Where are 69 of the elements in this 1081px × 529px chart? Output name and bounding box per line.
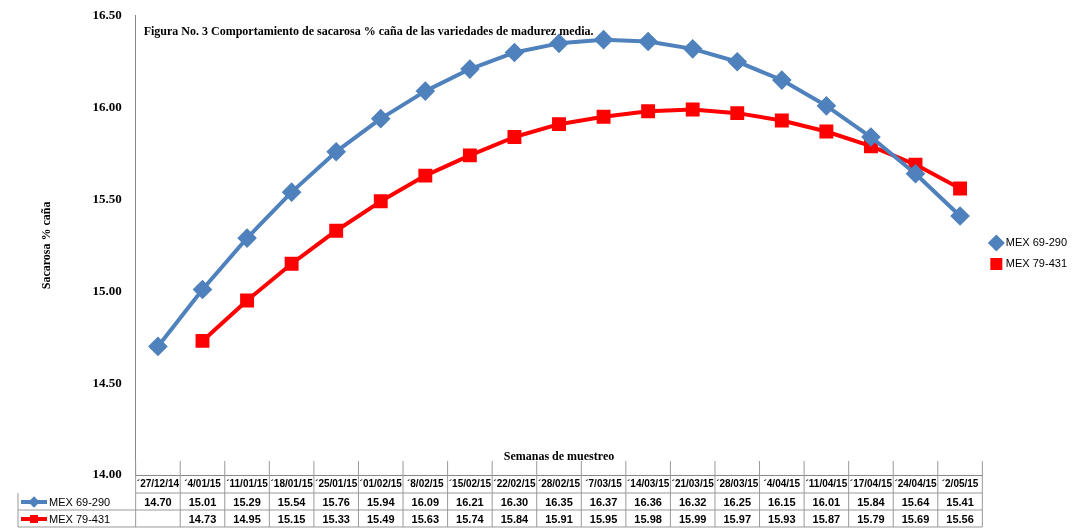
data-label: 15.33 <box>321 511 351 526</box>
x-tick-label: ´11/01/15 <box>226 477 269 489</box>
data-label: 15.54 <box>276 494 307 509</box>
data-label: 15.99 <box>677 511 708 526</box>
legend-label: MEX 69-290 <box>1005 236 1068 249</box>
text: MEX 69-290 <box>49 495 111 508</box>
data-label: 15.93 <box>767 511 797 526</box>
data-label: 16.37 <box>588 494 619 509</box>
data-label: 15.64 <box>900 494 931 509</box>
x-tick-label: ´28/02/15 <box>537 477 581 489</box>
data-label: 15.49 <box>365 511 396 526</box>
x-tick-label: ´18/01/15 <box>270 477 314 489</box>
y-tick-label: 15.00 <box>92 282 122 298</box>
y-tick-label: 14.50 <box>92 374 122 390</box>
data-label: 15.74 <box>455 511 485 526</box>
x-tick-label: ´4/04/15 <box>763 477 801 489</box>
data-label: 15.01 <box>187 494 218 509</box>
data-label: 16.36 <box>633 494 663 509</box>
x-tick-label: ´28/03/15 <box>716 477 759 489</box>
data-label: 15.15 <box>276 511 307 526</box>
x-tick-label: ´17/04/15 <box>849 477 893 489</box>
data-label: 15.97 <box>722 511 752 526</box>
data-label: 15.98 <box>633 511 663 526</box>
x-tick-label: ´21/03/15 <box>671 477 715 489</box>
legend-label: MEX 79-431 <box>1005 257 1068 270</box>
data-label: 14.95 <box>232 511 262 526</box>
data-label: 15.95 <box>588 511 619 526</box>
y-tick-label: 16.50 <box>92 7 122 23</box>
data-label: 15.84 <box>499 511 530 526</box>
data-label: 16.09 <box>410 494 441 509</box>
x-tick-label: ´01/02/15 <box>359 477 403 489</box>
x-tick-label: ´25/01/15 <box>315 477 358 489</box>
x-tick-label: ´8/02/15 <box>406 477 445 489</box>
text: Figura No. 3 Comportamiento de sacarosa % caña de las variedades de madurez media. <box>143 23 594 38</box>
x-tick-label: ´27/12/14 <box>136 477 180 489</box>
y-tick-label: 15.50 <box>92 190 122 206</box>
x-tick-label: ´22/02/15 <box>493 477 536 489</box>
x-tick-label: ´24/04/15 <box>894 477 938 489</box>
data-label: 14.73 <box>187 511 218 526</box>
data-label: 16.32 <box>677 494 708 509</box>
data-label: 15.91 <box>544 511 574 526</box>
data-label: 15.94 <box>365 494 396 509</box>
data-label: 15.87 <box>811 511 842 526</box>
data-label: 15.41 <box>945 494 975 509</box>
data-label: 15.76 <box>321 494 351 509</box>
text: MEX 79-431 <box>49 512 111 525</box>
data-label: 16.01 <box>811 494 842 509</box>
x-tick-label: ´2/05/15 <box>941 477 979 489</box>
data-label: 16.35 <box>544 494 574 509</box>
x-tick-label: ´7/03/15 <box>585 477 623 489</box>
x-tick-label: ´11/04/15 <box>805 477 848 489</box>
y-tick-label: 16.00 <box>92 99 122 114</box>
data-label: 15.56 <box>945 511 975 526</box>
y-axis-title: Sacarosa % caña <box>39 201 54 290</box>
data-label: 14.70 <box>143 494 173 509</box>
data-label: 15.63 <box>410 511 441 526</box>
data-label: 15.79 <box>856 511 886 526</box>
data-label: 16.25 <box>722 494 752 509</box>
data-label: 15.29 <box>232 494 262 509</box>
x-tick-label: ´15/02/15 <box>448 477 492 489</box>
x-tick-label: ´4/01/15 <box>184 477 222 489</box>
x-tick-label: ´14/03/15 <box>627 477 670 489</box>
x-axis-title: Semanas de muestreo <box>503 449 615 464</box>
data-label: 16.30 <box>499 494 530 509</box>
data-label: 16.15 <box>767 494 797 509</box>
y-tick-label: 14.00 <box>92 466 122 482</box>
data-label: 15.84 <box>856 494 886 509</box>
data-label: 16.21 <box>455 494 485 509</box>
data-label: 15.69 <box>900 511 931 526</box>
